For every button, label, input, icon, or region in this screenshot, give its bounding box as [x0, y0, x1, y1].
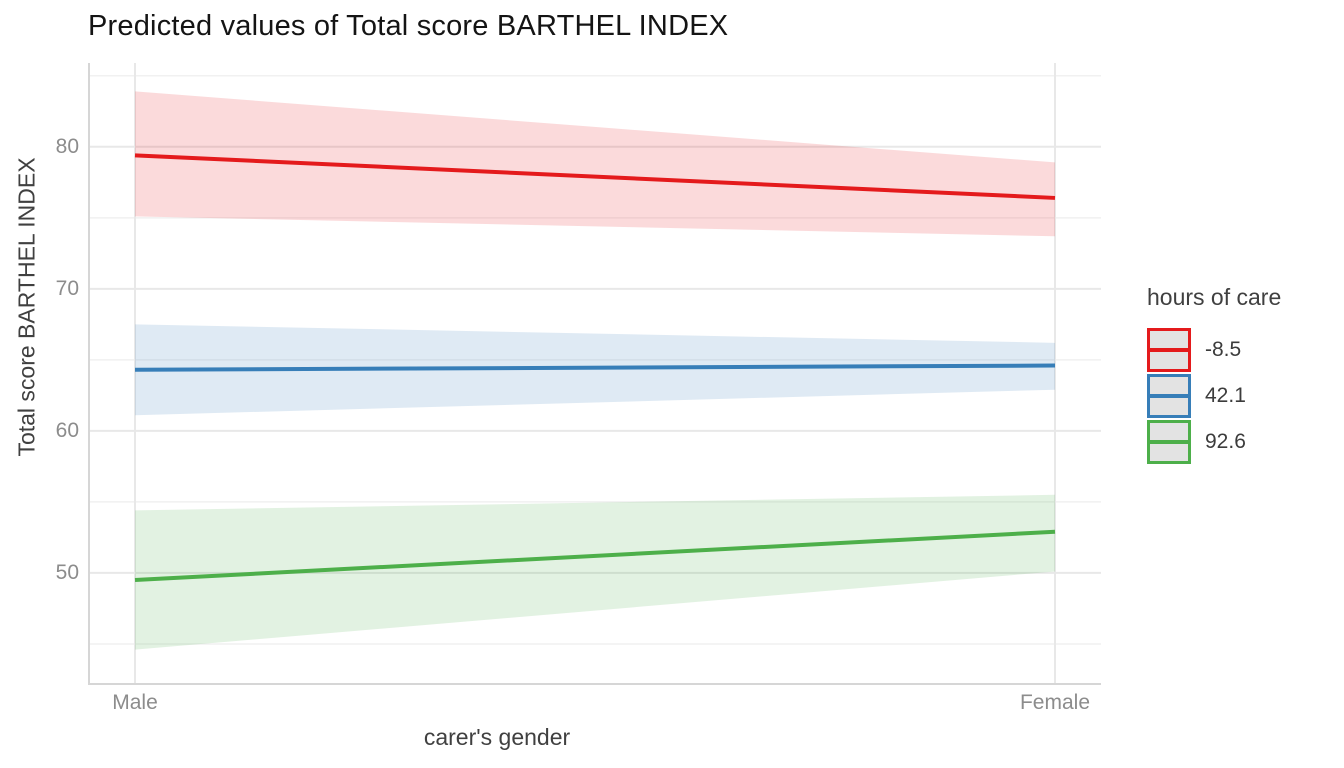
ci-ribbon — [135, 494, 1055, 650]
ci-ribbon — [135, 324, 1055, 416]
legend-item: -8.5 — [1147, 328, 1281, 372]
x-tick-label: Female — [1019, 691, 1091, 714]
y-tick-label: 50 — [55, 560, 79, 584]
prediction-line — [134, 363, 1056, 372]
legend-item: 92.6 — [1147, 420, 1281, 464]
legend-items: -8.5 42.1 92.6 — [1147, 328, 1281, 464]
legend-label: 92.6 — [1205, 430, 1246, 453]
legend-key-line — [1150, 440, 1188, 444]
legend-key — [1147, 374, 1191, 418]
y-axis-title: Total score BARTHEL INDEX — [13, 157, 40, 457]
y-tick-label: 70 — [55, 276, 79, 300]
legend-label: -8.5 — [1205, 338, 1242, 361]
x-axis-title: carer's gender — [423, 724, 571, 750]
ci-ribbon — [135, 91, 1055, 237]
legend-label: 42.1 — [1205, 384, 1246, 407]
plot-area — [90, 63, 1101, 683]
legend-key — [1147, 328, 1191, 372]
prediction-line — [134, 529, 1056, 583]
plot-panel — [88, 63, 1101, 685]
y-tick-label: 80 — [55, 134, 79, 158]
legend-key-line — [1150, 348, 1188, 352]
y-tick-label: 60 — [55, 418, 79, 442]
legend-item: 42.1 — [1147, 374, 1281, 418]
chart-title: Predicted values of Total score BARTHEL … — [88, 10, 729, 42]
x-tick-label: Male — [112, 691, 158, 714]
prediction-line — [134, 153, 1056, 200]
legend-key-line — [1150, 394, 1188, 398]
legend-key — [1147, 420, 1191, 464]
legend-title: hours of care — [1147, 284, 1282, 310]
legend: hours of care -8.5 42.1 92.6 — [1147, 284, 1281, 466]
